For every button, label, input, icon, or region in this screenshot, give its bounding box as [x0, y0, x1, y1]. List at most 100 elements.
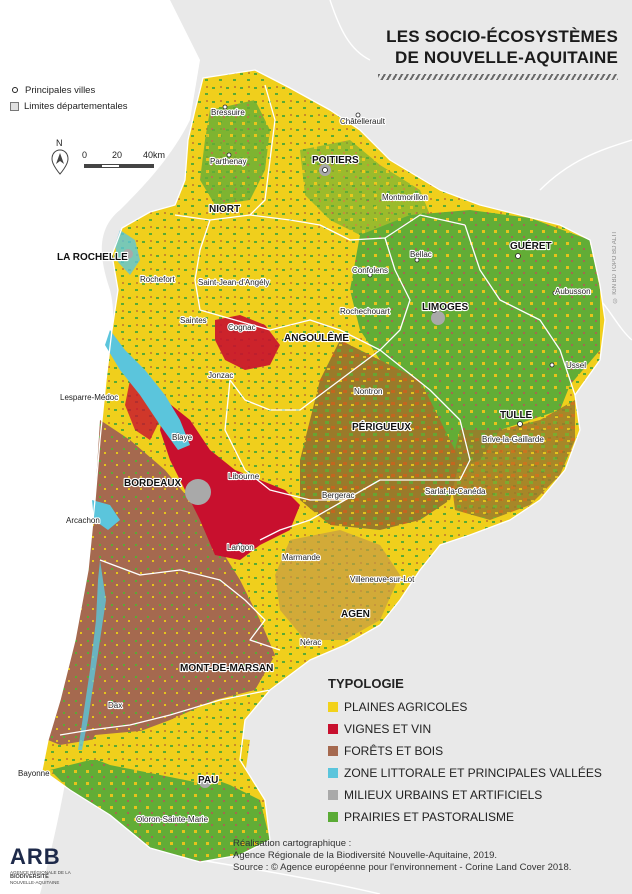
city-label-arcachon: Arcachon	[66, 516, 100, 525]
city-label-limoges: LIMOGES	[422, 302, 468, 313]
city-label-brive-la-gaillarde: Brive-la-Gaillarde	[482, 435, 544, 444]
legend-swatch	[328, 790, 338, 800]
credits-line: Réalisation cartographique :	[233, 838, 352, 849]
zone-littoral-arcachon	[92, 500, 120, 530]
scale-label-40: 40km	[143, 150, 166, 160]
city-dot-icon	[12, 87, 18, 93]
legend-departments-label: Limites départementales	[24, 100, 128, 112]
zone-littoral-coast	[78, 560, 106, 750]
city-label-cognac: Cognac	[228, 323, 256, 332]
city-label-aubusson: Aubusson	[555, 287, 591, 296]
typology-legend: TYPOLOGIE PLAINES AGRICOLES VIGNES ET VI…	[328, 676, 618, 828]
city-label-lesparre-medoc: Lesparre-Médoc	[60, 393, 118, 402]
legend-symbols: Principales villes Limites départemental…	[10, 82, 128, 114]
zone-prairies-limousin	[350, 210, 600, 470]
arb-logo-sub: NOUVELLE-AQUITAINE	[10, 880, 60, 885]
city-label-confolens: Confolens	[352, 266, 388, 275]
city-label-saintes: Saintes	[180, 316, 207, 325]
urban-la-rochelle	[123, 249, 133, 259]
legend-item: FORÊTS ET BOIS	[328, 740, 618, 762]
zone-mixed-correze	[450, 400, 575, 520]
legend-item: MILIEUX URBAINS ET ARTIFICIELS	[328, 784, 618, 806]
urban-bordeaux	[185, 479, 211, 505]
legend-item-label: MILIEUX URBAINS ET ARTIFICIELS	[344, 788, 543, 802]
zone-agri-pau	[85, 730, 250, 785]
city-label-nontron: Nontron	[354, 387, 382, 396]
legend-item: PLAINES AGRICOLES	[328, 696, 618, 718]
city-label-parthenay: Parthenay	[210, 157, 246, 166]
scale-label-0: 0	[82, 150, 88, 160]
scale-bar-graphic	[84, 164, 154, 168]
city-label-montmorillon: Montmorillon	[382, 193, 428, 202]
city-label-tulle: TULLE	[500, 410, 533, 421]
zone-vines-medoc	[125, 380, 160, 440]
map-title-line1: LES SOCIO-ÉCOSYSTÈMES	[386, 27, 618, 46]
city-dots	[37, 104, 558, 821]
credits-line: Agence Régionale de la Biodiversité Nouv…	[233, 850, 498, 861]
department-limit-icon	[10, 101, 19, 111]
city-label-bayonne: Bayonne	[18, 769, 50, 778]
legend-swatch	[328, 746, 338, 756]
zone-littoral-gironde	[105, 330, 190, 450]
city-label-perigueux: PÉRIGUEUX	[352, 420, 411, 433]
legend-swatch	[328, 702, 338, 712]
city-label-libourne: Libourne	[228, 472, 260, 481]
arb-logo-sub: BIODIVERSITÉ	[10, 874, 49, 880]
zone-prairies-pyrenees	[50, 760, 270, 862]
copyright-note: © IGN BD TOPO BD ALTI	[612, 232, 618, 303]
scale-label-20: 20	[112, 150, 123, 160]
arb-logo-sub: AGENCE RÉGIONALE DE LA	[10, 870, 71, 875]
legend-item-label: FORÊTS ET BOIS	[344, 744, 444, 758]
atlantic-ocean	[0, 0, 200, 894]
city-label-bressuire: Bressuire	[211, 108, 245, 117]
zone-prairies-vienne	[300, 140, 430, 235]
city-label-jonzac: Jonzac	[208, 371, 233, 380]
department-limits	[41, 69, 606, 863]
city-label-bordeaux: BORDEAUX	[124, 478, 182, 489]
title-hatch-decoration	[378, 74, 618, 80]
city-label-saint-jean-dangely: Saint-Jean-d'Angély	[198, 278, 269, 287]
north-arrow-icon	[51, 149, 69, 175]
scale-bar: N 0 20 40km	[48, 138, 188, 182]
legend-swatch	[328, 812, 338, 822]
city-label-bellac: Bellac	[410, 250, 432, 259]
city-label-bergerac: Bergerac	[322, 491, 354, 500]
arb-logo: ARB AGENCE RÉGIONALE DE LA BIODIVERSITÉ …	[10, 844, 74, 888]
legend-swatch	[328, 768, 338, 778]
zone-forest-landes	[48, 420, 275, 745]
north-label: N	[56, 138, 63, 148]
city-label-rochefort: Rochefort	[140, 275, 175, 284]
map-credits: Réalisation cartographique : Agence Régi…	[233, 838, 623, 874]
map-title-line2: DE NOUVELLE-AQUITAINE	[394, 48, 618, 67]
city-label-niort: NIORT	[209, 204, 240, 215]
city-label-oloron-sainte-marie: Oloron-Sainte-Marie	[136, 815, 209, 824]
typology-heading: TYPOLOGIE	[328, 676, 404, 691]
city-label-la-rochelle: LA ROCHELLE	[57, 252, 128, 263]
city-label-chatellerault: Châtellerault	[340, 117, 386, 126]
legend-item-label: PLAINES AGRICOLES	[344, 700, 468, 714]
zone-prairies-north	[200, 100, 270, 205]
legend-item: PRAIRIES ET PASTORALISME	[328, 806, 618, 828]
legend-item-label: ZONE LITTORALE ET PRINCIPALES VALLÉES	[344, 766, 602, 780]
city-label-rochechouart: Rochechouart	[340, 307, 391, 316]
arb-logo-mark: ARB	[10, 844, 61, 869]
credits-line: Source : © Agence européenne pour l'envi…	[233, 862, 572, 873]
city-label-poitiers: POITIERS	[312, 155, 359, 166]
city-label-dax: Dax	[108, 701, 122, 710]
city-label-marmande: Marmande	[282, 553, 321, 562]
zone-mixed-dordogne	[300, 340, 460, 530]
legend-item: ZONE LITTORALE ET PRINCIPALES VALLÉES	[328, 762, 618, 784]
city-label-angouleme: ANGOULÊME	[284, 331, 349, 344]
city-label-sarlat-la-caneda: Sarlat-la-Canéda	[425, 487, 486, 496]
map-title: LES SOCIO-ÉCOSYSTÈMES DE NOUVELLE-AQUITA…	[358, 26, 618, 68]
city-label-agen: AGEN	[341, 609, 370, 620]
city-label-blaye: Blaye	[172, 433, 193, 442]
city-label-langon: Langon	[227, 543, 254, 552]
legend-item-label: VIGNES ET VIN	[344, 722, 432, 736]
legend-swatch	[328, 724, 338, 734]
legend-item-label: PRAIRIES ET PASTORALISME	[344, 810, 515, 824]
city-label-gueret: GUÉRET	[510, 239, 552, 252]
city-label-villeneuve-sur-lot: Villeneuve-sur-Lot	[350, 575, 415, 584]
city-label-ussel: Ussel	[566, 361, 586, 370]
